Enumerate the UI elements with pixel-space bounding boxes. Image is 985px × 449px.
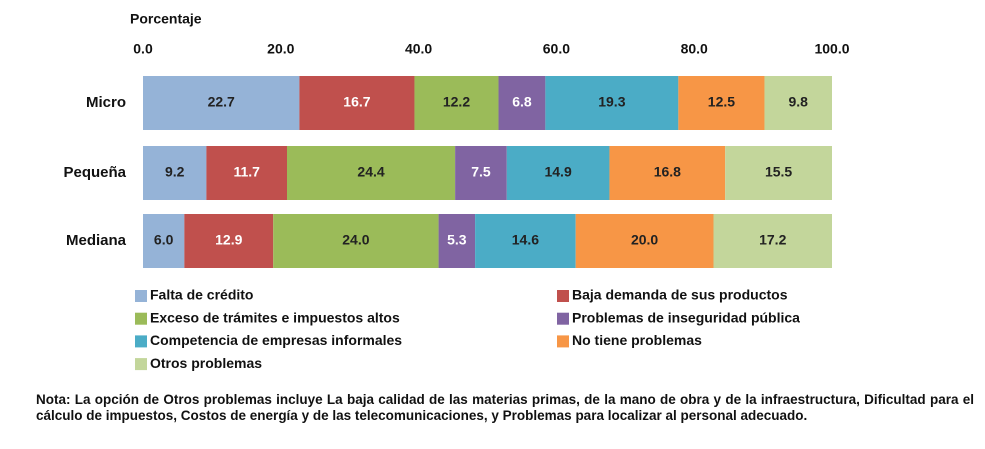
bar-segment bbox=[475, 214, 576, 268]
value-label: 9.2 bbox=[165, 164, 185, 180]
bar-segment bbox=[506, 146, 610, 200]
value-label: 16.8 bbox=[654, 164, 681, 180]
bar-segment bbox=[713, 214, 832, 268]
value-label: 5.3 bbox=[447, 232, 467, 248]
value-label: 16.7 bbox=[343, 94, 370, 110]
bar-segment bbox=[299, 76, 415, 130]
value-label: 12.9 bbox=[215, 232, 242, 248]
value-label: 6.0 bbox=[154, 232, 174, 248]
value-label: 11.7 bbox=[233, 164, 260, 180]
note: Nota: La opción de Otros problemas inclu… bbox=[36, 392, 974, 423]
legend-swatch bbox=[135, 290, 147, 302]
x-tick-label: 0.0 bbox=[133, 41, 153, 57]
bar-segment bbox=[455, 146, 507, 200]
x-tick-label: 80.0 bbox=[681, 41, 708, 57]
bar-segment bbox=[143, 214, 185, 268]
bar-segment bbox=[287, 146, 456, 200]
bar-segment bbox=[143, 76, 300, 130]
value-label: 24.0 bbox=[342, 232, 369, 248]
bar-segment bbox=[498, 76, 546, 130]
y-tick-label: Pequeña bbox=[63, 164, 126, 181]
bar-segment bbox=[438, 214, 476, 268]
value-label: 24.4 bbox=[357, 164, 384, 180]
legend-swatch bbox=[135, 335, 147, 348]
bar-segment bbox=[725, 146, 832, 200]
bar-segment bbox=[414, 76, 499, 130]
x-tick-label: 100.0 bbox=[814, 41, 849, 57]
legend-label: Otros problemas bbox=[150, 355, 262, 371]
y-tick-label: Mediana bbox=[66, 232, 127, 249]
legend-label: Competencia de empresas informales bbox=[150, 332, 402, 348]
value-label: 7.5 bbox=[471, 164, 491, 180]
legend-swatch bbox=[557, 312, 569, 325]
legend-label: Exceso de trámites e impuestos altos bbox=[150, 309, 400, 325]
legend-swatch bbox=[135, 358, 147, 371]
bar-segment bbox=[206, 146, 288, 200]
bar-segment bbox=[609, 146, 726, 200]
bar-segment bbox=[273, 214, 439, 268]
bar-segment bbox=[764, 76, 832, 130]
axis-label: Porcentaje bbox=[130, 11, 202, 27]
legend-label: No tiene problemas bbox=[572, 332, 702, 348]
bar-segment bbox=[678, 76, 765, 130]
x-tick-label: 60.0 bbox=[543, 41, 570, 57]
value-label: 17.2 bbox=[759, 232, 786, 248]
value-label: 19.3 bbox=[598, 94, 625, 110]
x-tick-label: 40.0 bbox=[405, 41, 432, 57]
y-tick-label: Micro bbox=[86, 94, 126, 111]
legend-label: Falta de crédito bbox=[150, 287, 253, 303]
value-label: 20.0 bbox=[631, 232, 658, 248]
bar-segment bbox=[143, 146, 207, 200]
bar-segment bbox=[575, 214, 714, 268]
bar-segment bbox=[184, 214, 274, 268]
legend-swatch bbox=[557, 335, 569, 348]
legend-label: Baja demanda de sus productos bbox=[572, 287, 788, 303]
bar-segment bbox=[545, 76, 679, 130]
value-label: 15.5 bbox=[765, 164, 792, 180]
value-label: 12.5 bbox=[708, 94, 735, 110]
value-label: 22.7 bbox=[208, 94, 235, 110]
value-label: 14.6 bbox=[512, 232, 539, 248]
legend-swatch bbox=[135, 312, 147, 325]
value-label: 6.8 bbox=[512, 94, 532, 110]
legend-label: Problemas de inseguridad pública bbox=[572, 309, 800, 325]
value-label: 12.2 bbox=[443, 94, 470, 110]
legend-swatch bbox=[557, 290, 569, 302]
x-tick-label: 20.0 bbox=[267, 41, 294, 57]
value-label: 9.8 bbox=[789, 94, 809, 110]
value-label: 14.9 bbox=[544, 164, 571, 180]
